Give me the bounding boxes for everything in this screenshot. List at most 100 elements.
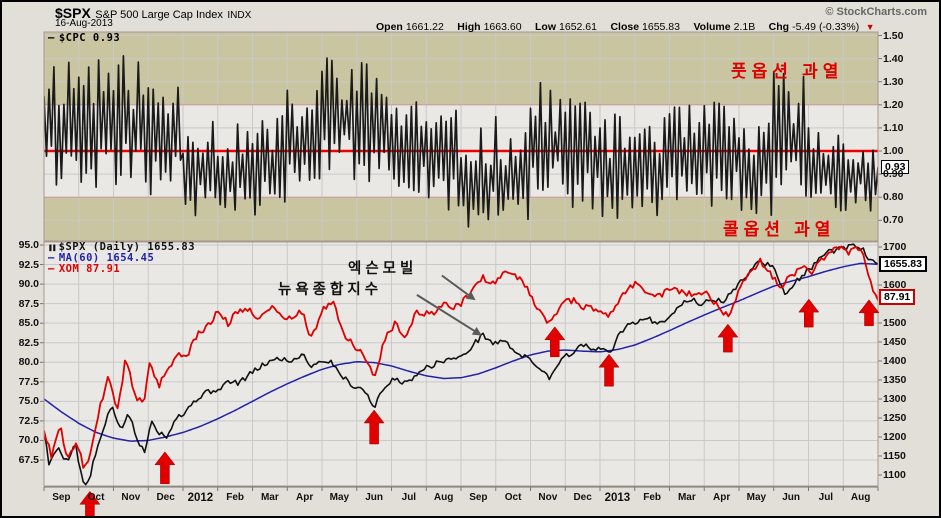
buy-signal-arrow bbox=[858, 299, 880, 327]
price-right-ytick-label: 1350 bbox=[883, 374, 907, 386]
cpc-ytick-label: 0.90 bbox=[883, 168, 904, 181]
call-option-overheat-annotation: 콜옵션 과열 bbox=[723, 220, 836, 239]
cpc-value-tag: 0.93 bbox=[881, 160, 910, 174]
price-right-ytick-label: 1200 bbox=[883, 431, 907, 443]
quote-summary: Open 1661.22 High 1663.60 Low 1652.61 Close… bbox=[376, 17, 875, 35]
price-right-ytick-label: 1600 bbox=[883, 279, 907, 291]
ticker-name: S&P 500 Large Cap Index bbox=[95, 9, 223, 21]
price-right-ytick-label: 1300 bbox=[883, 393, 907, 405]
open-value: 1661.22 bbox=[405, 21, 444, 33]
chart-header-title: $SPX S&P 500 Large Cap Index INDX bbox=[55, 5, 251, 23]
x-axis-label: Apr bbox=[296, 492, 314, 503]
x-axis-label: May bbox=[329, 492, 350, 503]
x-axis-label: Sep bbox=[469, 492, 488, 503]
cpc-ytick-label: 1.50 bbox=[883, 29, 904, 42]
high-label: High bbox=[457, 21, 481, 33]
price-right-ytick-label: 1500 bbox=[883, 317, 907, 329]
xom-value-tag: 87.91 bbox=[879, 289, 916, 305]
x-axis-label: 2013 bbox=[604, 492, 631, 504]
x-axis-label: Nov bbox=[538, 492, 558, 503]
x-axis-label: May bbox=[746, 492, 767, 503]
cpc-ytick-label: 1.10 bbox=[883, 121, 904, 134]
x-axis-label: Jun bbox=[782, 492, 801, 503]
exxon-mobil-annotation: 엑슨모빌 bbox=[348, 261, 418, 277]
chart-date: 16-Aug-2013 bbox=[55, 18, 113, 29]
ny-composite-annotation: 뉴욕종합지수 bbox=[278, 282, 383, 298]
x-axis-label: Nov bbox=[121, 492, 141, 503]
ticker-symbol: $SPX bbox=[55, 5, 91, 21]
ma-60-line bbox=[44, 262, 878, 442]
close-label: Close bbox=[610, 21, 640, 33]
x-axis-label: Feb bbox=[643, 492, 662, 503]
annotation-arrow-line bbox=[416, 294, 478, 334]
price-left-ytick-label: 90.0 bbox=[18, 278, 39, 291]
volume-value: 2.1B bbox=[733, 21, 756, 33]
xom-legend: — XOM 87.91 bbox=[48, 263, 120, 275]
x-axis-label: Feb bbox=[226, 492, 245, 503]
x-axis-label: Sep bbox=[52, 492, 71, 503]
stockcharts-brand: © StockCharts.com bbox=[825, 6, 927, 18]
cpc-ytick-label: 1.30 bbox=[883, 75, 904, 88]
price-panel-border bbox=[43, 241, 879, 487]
x-axis-label: Mar bbox=[677, 492, 696, 503]
price-right-ytick-label: 1450 bbox=[883, 336, 907, 348]
x-axis-label: Aug bbox=[433, 492, 454, 503]
price-left-ytick-label: 77.5 bbox=[18, 375, 39, 388]
open-label: Open bbox=[376, 21, 403, 33]
price-left-ytick-label: 85.0 bbox=[18, 317, 39, 330]
cpc-line bbox=[44, 55, 878, 228]
cpc-ytick-label: 1.20 bbox=[883, 98, 904, 111]
put-option-overheat-annotation: 풋옵션 과열 bbox=[731, 62, 844, 81]
buy-signal-arrow bbox=[598, 353, 620, 387]
ma-line-swatch: — bbox=[48, 252, 55, 264]
close-value: 1655.83 bbox=[642, 21, 680, 33]
x-axis-label: Jul bbox=[818, 492, 834, 503]
chg-value: -5.49 (-0.33%) bbox=[792, 21, 860, 33]
spx-legend-label: $SPX (Daily) 1655.83 bbox=[58, 241, 196, 253]
price-right-ytick-label: 1150 bbox=[883, 450, 906, 462]
cpc-ytick-label: 0.80 bbox=[883, 191, 904, 204]
price-left-ytick-label: 72.5 bbox=[18, 414, 39, 427]
xom-line-swatch: — bbox=[48, 263, 55, 275]
price-left-ytick-label: 87.5 bbox=[18, 297, 39, 310]
xom-price-line bbox=[44, 245, 878, 469]
buy-signal-arrow bbox=[363, 409, 385, 445]
annotation-arrow-line bbox=[441, 274, 472, 298]
price-left-ytick-label: 92.5 bbox=[18, 258, 39, 271]
low-label: Low bbox=[535, 21, 557, 33]
ma-legend: — MA(60) 1654.45 bbox=[48, 252, 154, 264]
price-right-ytick-label: 1400 bbox=[883, 355, 907, 367]
price-left-ytick-label: 70.0 bbox=[18, 434, 39, 447]
cpc-line-swatch: — bbox=[48, 32, 55, 44]
buy-signal-arrow bbox=[79, 490, 101, 516]
cpc-ytick-label: 0.70 bbox=[883, 214, 904, 227]
high-value: 1663.60 bbox=[483, 21, 522, 33]
cpc-ytick-label: 1.00 bbox=[883, 145, 904, 157]
x-axis-label: Oct bbox=[504, 492, 522, 503]
x-axis-label: Jul bbox=[401, 492, 417, 503]
x-axis-label: Dec bbox=[573, 492, 592, 503]
annotation-arrow-head bbox=[465, 291, 476, 301]
chg-down-icon: ▼ bbox=[865, 22, 875, 32]
spx-value-tag: 1655.83 bbox=[879, 256, 927, 272]
annotation-arrow-head bbox=[471, 327, 482, 336]
cpc-legend-label: $CPC 0.93 bbox=[58, 32, 121, 44]
candlestick-icon: ❚❚ bbox=[48, 243, 57, 252]
x-axis-label: Aug bbox=[850, 492, 871, 503]
price-right-ytick-label: 1100 bbox=[883, 469, 906, 481]
cpc-legend: — $CPC 0.93 bbox=[48, 32, 120, 44]
volume-label: Volume bbox=[693, 21, 731, 33]
spx-legend: ❚❚ $SPX (Daily) 1655.83 bbox=[48, 241, 195, 253]
buy-signal-arrow bbox=[798, 298, 820, 328]
x-axis-label: Mar bbox=[260, 492, 279, 503]
cpc-ytick-label: 1.40 bbox=[883, 52, 904, 65]
ma-legend-label: MA(60) 1654.45 bbox=[58, 252, 155, 264]
price-left-ytick-label: 75.0 bbox=[18, 395, 39, 408]
cpc-panel-border bbox=[43, 31, 879, 242]
price-left-ytick-label: 82.5 bbox=[18, 336, 39, 349]
x-axis-label: Apr bbox=[713, 492, 731, 503]
price-right-ytick-label: 1700 bbox=[883, 241, 907, 253]
buy-signal-arrow bbox=[717, 323, 739, 353]
